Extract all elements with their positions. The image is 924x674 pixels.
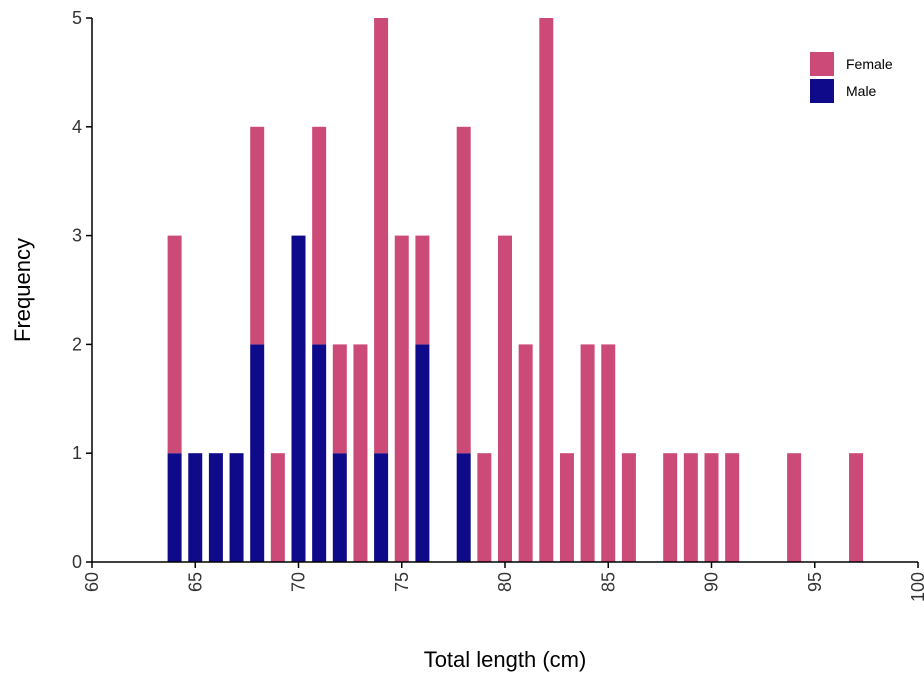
bar-male-74 xyxy=(374,453,389,562)
bar-female-83 xyxy=(559,453,574,562)
bar-male-70 xyxy=(291,235,306,562)
y-ticks: 0 1 2 3 4 5 xyxy=(72,8,92,572)
bar-female-69 xyxy=(270,453,285,562)
bar-female-88 xyxy=(663,453,678,562)
y-tick-label: 1 xyxy=(72,443,82,463)
bar-female-74 xyxy=(374,18,389,454)
bar-male-72 xyxy=(332,453,347,562)
x-tick-label: 90 xyxy=(702,572,722,592)
x-tick-label: 70 xyxy=(289,572,309,592)
bar-male-76 xyxy=(415,344,430,562)
bar-female-64 xyxy=(167,235,182,454)
x-axis-title: Total length (cm) xyxy=(424,647,587,672)
bar-female-71 xyxy=(312,126,327,345)
bar-male-71 xyxy=(312,344,327,562)
bar-male-78 xyxy=(456,453,471,562)
bar-male-68 xyxy=(250,344,265,562)
x-tick-label: 65 xyxy=(185,572,205,592)
y-tick-label: 0 xyxy=(72,552,82,572)
y-axis-title: Frequency xyxy=(10,238,35,342)
bar-female-90 xyxy=(704,453,719,562)
bar-female-81 xyxy=(518,344,533,562)
bar-female-75 xyxy=(394,235,409,562)
bar-female-97 xyxy=(849,453,864,562)
bar-female-72 xyxy=(332,344,347,454)
bar-female-94 xyxy=(787,453,802,562)
x-tick-label: 80 xyxy=(495,572,515,592)
bar-female-91 xyxy=(725,453,740,562)
legend: Female Male xyxy=(810,52,893,103)
x-tick-label: 85 xyxy=(598,572,618,592)
bar-female-73 xyxy=(353,344,368,562)
bar-male-65 xyxy=(188,453,203,562)
bar-female-68 xyxy=(250,126,265,345)
y-tick-label: 3 xyxy=(72,226,82,246)
bar-female-85 xyxy=(601,344,616,562)
bar-female-82 xyxy=(539,18,554,562)
x-tick-label: 75 xyxy=(392,572,412,592)
bar-female-89 xyxy=(683,453,698,562)
bar-female-80 xyxy=(498,235,512,562)
x-ticks: 60 65 70 75 80 85 90 95 100 xyxy=(82,562,924,602)
bar-male-67 xyxy=(229,453,244,562)
bar-female-76 xyxy=(415,235,430,345)
legend-swatch-female xyxy=(810,52,834,76)
bar-male-66 xyxy=(208,453,223,562)
bar-female-86 xyxy=(621,453,636,562)
y-tick-label: 5 xyxy=(72,8,82,28)
bar-female-78 xyxy=(456,126,471,454)
bars-layer xyxy=(167,18,864,562)
y-tick-label: 2 xyxy=(72,334,82,354)
y-tick-label: 4 xyxy=(72,117,82,137)
x-tick-label: 60 xyxy=(82,572,102,592)
legend-label-male: Male xyxy=(846,83,877,99)
bar-female-84 xyxy=(580,344,595,562)
bar-male-64 xyxy=(167,453,182,562)
legend-swatch-male xyxy=(810,79,834,103)
bar-female-79 xyxy=(477,453,492,562)
x-tick-label: 100 xyxy=(908,572,924,602)
legend-label-female: Female xyxy=(846,56,893,72)
x-tick-label: 95 xyxy=(805,572,825,592)
